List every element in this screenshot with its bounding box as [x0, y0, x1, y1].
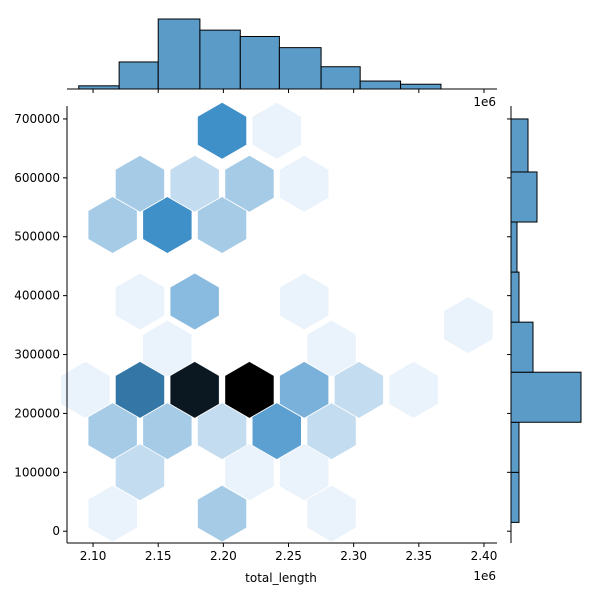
- x-tick-label: 2.40: [471, 549, 498, 563]
- hexbin-cell: [143, 197, 192, 253]
- y-hist-bar: [510, 118, 529, 173]
- hexbin-cell: [389, 361, 438, 418]
- y-hist-bar: [510, 421, 520, 473]
- y-hist-bar: [510, 271, 520, 323]
- y-tick-label: 500000: [14, 230, 60, 244]
- hexbin-cell: [197, 102, 247, 159]
- hexbin-cell: [252, 102, 301, 159]
- hexbin-cell: [334, 361, 384, 418]
- y-hist-bar: [510, 321, 534, 373]
- x-hist-bar: [400, 83, 442, 90]
- y-tick-label: 200000: [14, 406, 60, 420]
- x-axis-label: total_length: [245, 571, 317, 585]
- hexbin-cell: [197, 403, 247, 460]
- x-marginal-histogram: [67, 18, 497, 90]
- hexbin-cell: [307, 485, 356, 542]
- x-tick-label: 2.35: [405, 549, 432, 563]
- hexbin-cell: [307, 403, 356, 460]
- hexbin-cell: [225, 444, 274, 501]
- hexbin-cell: [88, 197, 137, 253]
- x-hist-bar: [320, 66, 361, 90]
- hexbin-cell: [197, 197, 247, 253]
- hexbin-cell: [115, 444, 165, 501]
- main-axes: [66, 106, 497, 544]
- hexbin-cell: [444, 297, 493, 354]
- x-hist-bar: [278, 47, 322, 90]
- y-hist-bar: [510, 221, 518, 273]
- hexbin-cell: [143, 320, 192, 377]
- hexbin-cell: [88, 485, 137, 542]
- y-tick-label: 100000: [14, 465, 60, 479]
- y-hist-bar: [510, 371, 582, 423]
- x-hist-bar: [157, 18, 201, 90]
- y-tick-label: 300000: [14, 348, 60, 362]
- hexbin-cell: [170, 273, 219, 330]
- hexbin-cell: [143, 403, 192, 460]
- hexbin-cell: [61, 361, 110, 418]
- x-offset-label-top: 1e6: [473, 95, 496, 109]
- hexbin-cells: [61, 102, 493, 542]
- x-tick-label: 2.10: [80, 549, 107, 563]
- y-tick-label: 0: [52, 524, 60, 538]
- hexbin-cell: [225, 155, 274, 212]
- hexbin-cell: [279, 155, 329, 212]
- hexbin-cell: [252, 403, 301, 460]
- hexbin-cell: [115, 155, 165, 212]
- y-tick-label: 600000: [14, 171, 60, 185]
- hexbin-cell: [115, 361, 165, 418]
- y-tick-label: 700000: [14, 112, 60, 126]
- x-hist-bar: [359, 80, 402, 90]
- x-hist-bar: [199, 29, 241, 90]
- x-tick-label: 2.20: [210, 549, 237, 563]
- x-tick-label: 2.25: [275, 549, 302, 563]
- x-hist-bar: [239, 36, 280, 90]
- hexbin-cell: [197, 485, 247, 542]
- hexbin-cell: [115, 273, 165, 330]
- hexbin-cell: [88, 403, 137, 460]
- y-hist-bar: [510, 471, 520, 523]
- hexbin-cell: [279, 444, 329, 501]
- hexbin-cell: [279, 361, 329, 418]
- x-offset-label-bottom: 1e6: [473, 569, 496, 583]
- x-hist-bar: [118, 61, 159, 90]
- hexbin-cell: [307, 320, 356, 377]
- y-tick-label: 400000: [14, 289, 60, 303]
- hexbin-cell: [170, 361, 219, 418]
- axis-ticks: 2.10 2.15 2.20 2.25 2.30 2.35 2.40 0 100000 20000…: [14, 89, 511, 563]
- x-tick-label: 2.15: [145, 549, 172, 563]
- hexbin-cell: [170, 155, 219, 212]
- hexbin-cell: [225, 361, 274, 418]
- hexbin-cell: [279, 273, 329, 330]
- y-marginal-histogram: [510, 106, 582, 543]
- y-hist-bar: [510, 171, 538, 223]
- x-tick-label: 2.30: [340, 549, 367, 563]
